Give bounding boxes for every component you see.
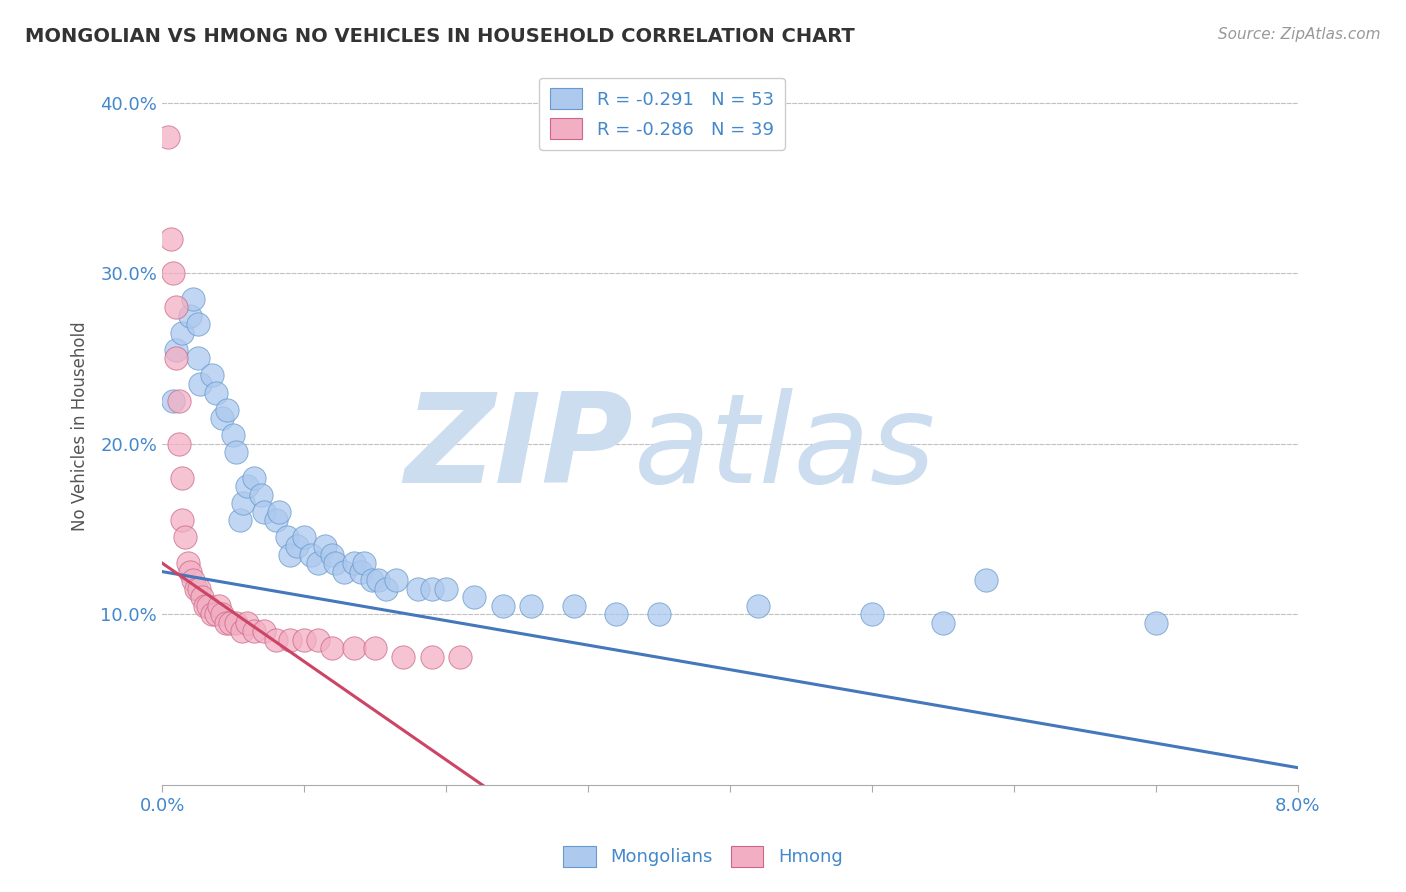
Point bbox=[492, 599, 515, 613]
Point bbox=[392, 649, 415, 664]
Point bbox=[211, 411, 233, 425]
Point bbox=[179, 309, 201, 323]
Point bbox=[278, 548, 301, 562]
Point bbox=[420, 649, 443, 664]
Point bbox=[343, 641, 366, 656]
Point bbox=[187, 318, 209, 332]
Point bbox=[747, 599, 769, 613]
Point bbox=[219, 615, 242, 630]
Point bbox=[364, 641, 387, 656]
Point bbox=[292, 632, 315, 647]
Point bbox=[299, 548, 322, 562]
Point bbox=[165, 343, 187, 357]
Point bbox=[231, 624, 253, 639]
Point bbox=[321, 548, 343, 562]
Point bbox=[201, 368, 224, 383]
Point bbox=[217, 402, 239, 417]
Point bbox=[420, 582, 443, 596]
Point bbox=[162, 266, 184, 280]
Point bbox=[974, 573, 997, 587]
Point bbox=[181, 292, 204, 306]
Point bbox=[222, 428, 245, 442]
Point bbox=[434, 582, 457, 596]
Legend: Mongolians, Hmong: Mongolians, Hmong bbox=[557, 838, 849, 874]
Point bbox=[250, 488, 273, 502]
Point bbox=[165, 300, 187, 314]
Point bbox=[167, 436, 190, 450]
Point bbox=[181, 573, 204, 587]
Point bbox=[385, 573, 408, 587]
Point bbox=[229, 513, 252, 527]
Point bbox=[236, 615, 259, 630]
Point bbox=[190, 376, 212, 391]
Legend: R = -0.291   N = 53, R = -0.286   N = 39: R = -0.291 N = 53, R = -0.286 N = 39 bbox=[538, 78, 785, 150]
Point bbox=[179, 565, 201, 579]
Point bbox=[264, 632, 287, 647]
Point bbox=[276, 531, 298, 545]
Point bbox=[188, 582, 211, 596]
Point bbox=[205, 607, 228, 622]
Point bbox=[173, 531, 195, 545]
Point bbox=[605, 607, 627, 622]
Point bbox=[205, 385, 228, 400]
Point bbox=[292, 531, 315, 545]
Point bbox=[860, 607, 883, 622]
Point bbox=[186, 582, 208, 596]
Point bbox=[278, 632, 301, 647]
Point bbox=[307, 632, 329, 647]
Point bbox=[170, 513, 193, 527]
Point bbox=[353, 556, 375, 570]
Text: Source: ZipAtlas.com: Source: ZipAtlas.com bbox=[1218, 27, 1381, 42]
Point bbox=[236, 479, 259, 493]
Point bbox=[201, 607, 224, 622]
Point bbox=[156, 129, 179, 144]
Text: MONGOLIAN VS HMONG NO VEHICLES IN HOUSEHOLD CORRELATION CHART: MONGOLIAN VS HMONG NO VEHICLES IN HOUSEH… bbox=[25, 27, 855, 45]
Y-axis label: No Vehicles in Household: No Vehicles in Household bbox=[72, 322, 89, 532]
Point bbox=[323, 556, 346, 570]
Point bbox=[520, 599, 543, 613]
Point bbox=[375, 582, 398, 596]
Point bbox=[170, 326, 193, 340]
Point bbox=[307, 556, 329, 570]
Point bbox=[562, 599, 585, 613]
Point bbox=[367, 573, 389, 587]
Point bbox=[159, 232, 181, 246]
Point bbox=[208, 599, 231, 613]
Point bbox=[165, 351, 187, 366]
Point bbox=[253, 505, 276, 519]
Point bbox=[932, 615, 955, 630]
Point bbox=[314, 539, 336, 553]
Point bbox=[333, 565, 356, 579]
Point bbox=[170, 471, 193, 485]
Point bbox=[1144, 615, 1167, 630]
Point bbox=[225, 615, 247, 630]
Point bbox=[211, 607, 233, 622]
Point bbox=[267, 505, 290, 519]
Point bbox=[232, 496, 254, 510]
Point bbox=[361, 573, 384, 587]
Point bbox=[187, 351, 209, 366]
Point bbox=[350, 565, 373, 579]
Point bbox=[285, 539, 308, 553]
Point bbox=[167, 394, 190, 409]
Point bbox=[225, 445, 247, 459]
Point bbox=[648, 607, 671, 622]
Point bbox=[197, 599, 219, 613]
Text: ZIP: ZIP bbox=[405, 388, 634, 508]
Point bbox=[243, 624, 266, 639]
Point bbox=[215, 615, 238, 630]
Point bbox=[194, 599, 217, 613]
Point bbox=[264, 513, 287, 527]
Point bbox=[406, 582, 429, 596]
Point bbox=[253, 624, 276, 639]
Point bbox=[243, 471, 266, 485]
Point bbox=[343, 556, 366, 570]
Point bbox=[162, 394, 184, 409]
Point bbox=[321, 641, 343, 656]
Point bbox=[449, 649, 471, 664]
Text: atlas: atlas bbox=[634, 388, 935, 508]
Point bbox=[176, 556, 198, 570]
Point bbox=[191, 590, 214, 604]
Point bbox=[463, 590, 485, 604]
